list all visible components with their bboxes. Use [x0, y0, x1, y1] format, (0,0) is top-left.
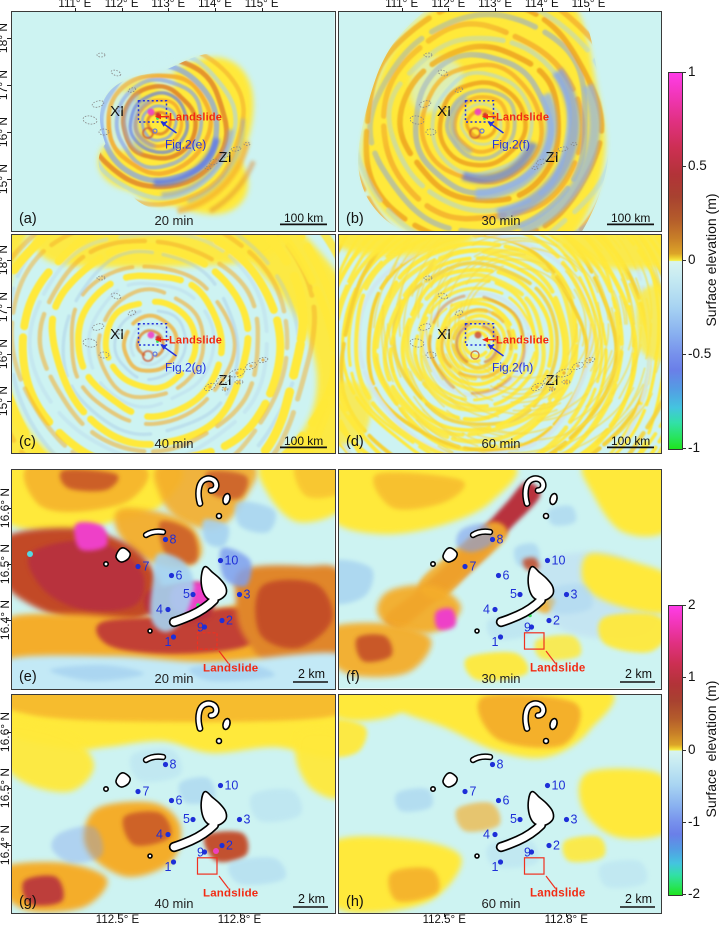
svg-text:2 km: 2 km	[625, 892, 652, 906]
svg-text:5: 5	[510, 587, 517, 601]
svg-text:5: 5	[510, 812, 517, 826]
svg-text:Fig.2(g): Fig.2(g)	[165, 360, 206, 374]
svg-text:2 km: 2 km	[298, 667, 325, 681]
svg-text:4: 4	[156, 603, 163, 617]
svg-text:2: 2	[226, 838, 233, 852]
svg-text:1: 1	[491, 635, 498, 649]
svg-text:6: 6	[502, 793, 509, 807]
svg-text:(c): (c)	[19, 434, 36, 450]
svg-text:10: 10	[551, 778, 565, 792]
svg-text:Landslide: Landslide	[169, 334, 222, 346]
svg-text:Landslide: Landslide	[496, 111, 549, 123]
svg-text:(e): (e)	[19, 669, 37, 685]
svg-text:30 min: 30 min	[481, 671, 520, 686]
svg-text:Fig.2(h): Fig.2(h)	[492, 360, 533, 374]
svg-text:XI: XI	[110, 326, 124, 343]
svg-text:Landslide: Landslide	[530, 887, 585, 899]
svg-text:4: 4	[156, 827, 163, 841]
svg-text:2 km: 2 km	[298, 892, 325, 906]
svg-text:100 km: 100 km	[284, 211, 323, 225]
svg-text:XI: XI	[110, 103, 124, 120]
svg-text:10: 10	[224, 778, 238, 792]
svg-text:20 min: 20 min	[155, 671, 194, 686]
svg-text:20 min: 20 min	[155, 213, 194, 228]
svg-text:100 km: 100 km	[611, 211, 650, 225]
svg-text:1: 1	[164, 860, 171, 874]
svg-text:2: 2	[553, 838, 560, 852]
svg-text:7: 7	[142, 560, 149, 574]
svg-text:3: 3	[243, 588, 250, 602]
svg-text:7: 7	[142, 784, 149, 798]
svg-text:XI: XI	[437, 103, 451, 120]
svg-text:Fig.2(f): Fig.2(f)	[492, 138, 530, 152]
svg-text:2: 2	[553, 614, 560, 628]
svg-text:6: 6	[175, 569, 182, 583]
svg-text:ZI: ZI	[545, 372, 558, 389]
svg-text:XI: XI	[437, 326, 451, 343]
svg-text:7: 7	[469, 784, 476, 798]
svg-text:3: 3	[570, 588, 577, 602]
svg-text:5: 5	[183, 587, 190, 601]
svg-text:(a): (a)	[19, 211, 37, 227]
svg-text:(g): (g)	[19, 894, 37, 910]
svg-text:(h): (h)	[346, 894, 364, 910]
svg-text:40 min: 40 min	[155, 896, 194, 911]
svg-text:9: 9	[197, 621, 204, 635]
svg-text:9: 9	[197, 845, 204, 859]
svg-text:8: 8	[496, 757, 503, 771]
svg-text:Fig.2(e): Fig.2(e)	[165, 137, 206, 151]
svg-text:4: 4	[483, 603, 490, 617]
svg-text:Landslide: Landslide	[203, 887, 258, 899]
svg-text:1: 1	[491, 860, 498, 874]
svg-text:30 min: 30 min	[481, 213, 520, 228]
svg-text:6: 6	[502, 569, 509, 583]
svg-text:Landslide: Landslide	[203, 663, 258, 675]
svg-text:8: 8	[169, 757, 176, 771]
svg-text:Landslide: Landslide	[169, 111, 222, 123]
svg-text:6: 6	[175, 793, 182, 807]
svg-text:9: 9	[524, 845, 531, 859]
svg-text:1: 1	[164, 635, 171, 649]
svg-text:(b): (b)	[346, 211, 364, 227]
svg-text:10: 10	[551, 554, 565, 568]
svg-text:(d): (d)	[346, 434, 364, 450]
svg-text:3: 3	[243, 812, 250, 826]
svg-text:40 min: 40 min	[155, 436, 194, 451]
svg-text:2 km: 2 km	[625, 667, 652, 681]
svg-text:4: 4	[483, 827, 490, 841]
svg-text:10: 10	[224, 554, 238, 568]
svg-text:8: 8	[169, 533, 176, 547]
svg-text:3: 3	[570, 812, 577, 826]
svg-text:7: 7	[469, 560, 476, 574]
svg-text:5: 5	[183, 812, 190, 826]
svg-text:ZI: ZI	[218, 372, 231, 389]
svg-text:60 min: 60 min	[481, 896, 520, 911]
svg-text:Landslide: Landslide	[530, 663, 585, 675]
svg-text:100 km: 100 km	[284, 434, 323, 448]
svg-text:100 km: 100 km	[611, 434, 650, 448]
svg-text:(f): (f)	[346, 669, 360, 685]
svg-text:9: 9	[524, 621, 531, 635]
svg-text:60 min: 60 min	[481, 436, 520, 451]
svg-text:Landslide: Landslide	[496, 334, 549, 346]
svg-text:8: 8	[496, 533, 503, 547]
svg-text:2: 2	[226, 614, 233, 628]
